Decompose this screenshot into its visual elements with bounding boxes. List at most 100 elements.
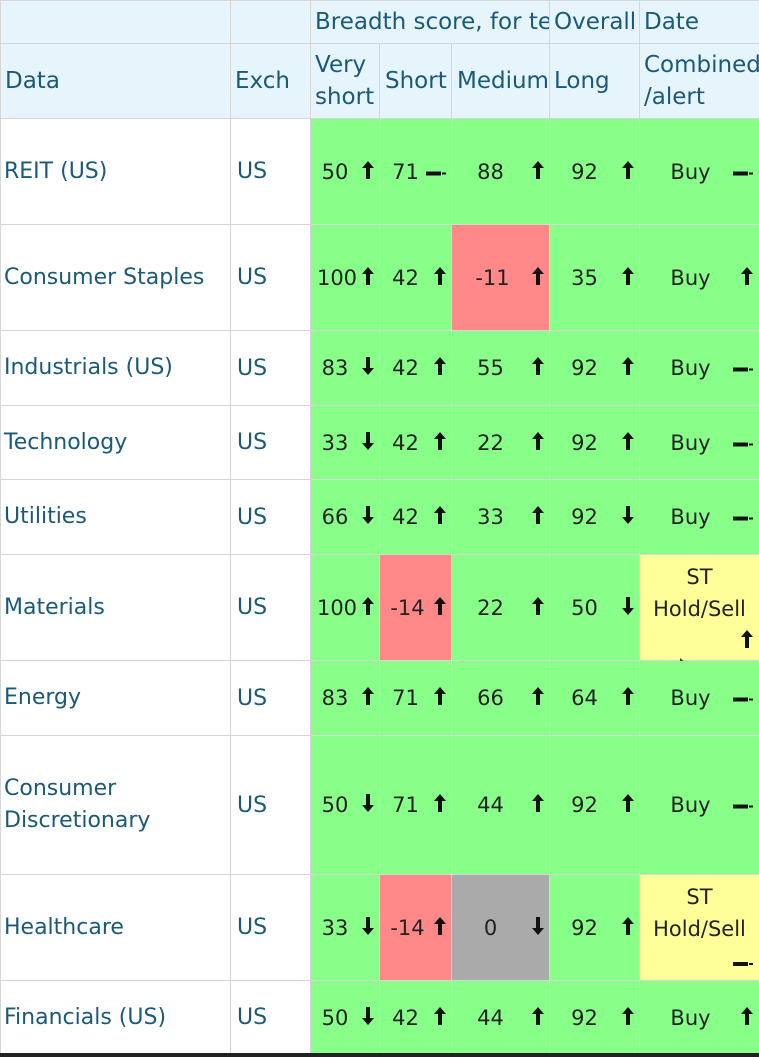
- cell-medium: 66: [451, 660, 550, 736]
- cell-medium: 88: [451, 118, 550, 225]
- header-date-group: Date: [639, 0, 759, 44]
- alert-text: Buy: [670, 356, 711, 380]
- alert-text-line: ST: [686, 565, 713, 589]
- cell-medium: 33: [451, 479, 550, 555]
- arrow-up-icon: [622, 1006, 634, 1029]
- arrow-up-icon: [741, 266, 753, 289]
- arrow-up-icon: [532, 794, 544, 816]
- row-name-line: Consumer: [4, 776, 117, 801]
- row-name: Industrials (US): [0, 330, 231, 406]
- cell-short: 71: [379, 735, 452, 875]
- arrow-up-icon: [622, 916, 634, 939]
- score-value: 92: [571, 356, 598, 380]
- col-very-short-header[interactable]: Very short: [310, 43, 380, 119]
- cell-short: 71: [379, 660, 452, 736]
- row-name: Consumer Staples: [0, 224, 231, 331]
- col-exch-header[interactable]: Exch: [230, 43, 311, 119]
- arrow-down-icon: [622, 506, 634, 528]
- row-name: Energy: [0, 660, 231, 736]
- cell-short: 42: [379, 224, 452, 331]
- table-row[interactable]: Industrials (US) US 83 42 55 92 Buy: [0, 330, 759, 406]
- table-row[interactable]: REIT (US) US 50 71 88 92 Buy: [0, 118, 759, 225]
- arrow-flat-icon: [733, 433, 753, 452]
- table-row[interactable]: Financials (US) US 50 42 44 92 Buy: [0, 980, 759, 1055]
- score-value: 88: [477, 159, 504, 184]
- row-name: Utilities: [0, 479, 231, 555]
- cell-combined-alert: Buy: [639, 660, 759, 736]
- header-overall-group: Overall: [549, 0, 640, 44]
- score-value: 22: [477, 595, 504, 620]
- cell-very-short: 50: [310, 980, 380, 1055]
- arrow-up-icon: [622, 794, 634, 816]
- score-value: 71: [392, 686, 419, 710]
- score-value: 92: [571, 915, 598, 940]
- table-row[interactable]: Consumer Staples US 100 42 -11 35 Buy: [0, 224, 759, 331]
- row-name: Technology: [0, 405, 231, 480]
- alert-text-line: Hold/Sell: [653, 917, 746, 941]
- arrow-up-icon: [362, 160, 374, 183]
- row-name-line: Discretionary: [4, 808, 151, 833]
- score-value: -11: [475, 265, 510, 290]
- score-value: 71: [392, 159, 419, 184]
- table-row[interactable]: Consumer Discretionary US 50 71 44 92 Buy: [0, 735, 759, 875]
- score-value: 92: [571, 1005, 598, 1030]
- arrow-flat-icon: [426, 162, 446, 181]
- col-data-header[interactable]: Data: [0, 43, 231, 119]
- table-row[interactable]: Healthcare US 33 -14 0 92 ST Hold/Sell: [0, 874, 759, 981]
- arrow-flat-icon: [733, 953, 753, 972]
- score-value: 92: [571, 430, 598, 455]
- arrow-flat-icon: [733, 162, 753, 181]
- row-exchange: US: [230, 224, 311, 331]
- arrow-up-icon: [434, 431, 446, 454]
- cell-long: 92: [549, 735, 640, 875]
- score-value: 44: [477, 793, 504, 817]
- cell-combined-alert: Buy: [639, 405, 759, 480]
- row-name: Financials (US): [0, 980, 231, 1055]
- arrow-up-icon: [532, 596, 544, 619]
- alert-text: ST Hold/Sell: [640, 561, 759, 625]
- col-long-header[interactable]: Long: [549, 43, 640, 119]
- table-row[interactable]: Utilities US 66 42 33 92 Buy: [0, 479, 759, 555]
- score-value: 71: [392, 793, 419, 817]
- arrow-up-icon: [532, 160, 544, 183]
- cell-very-short: 50: [310, 118, 380, 225]
- col-combined-header[interactable]: Combined /alert: [639, 43, 759, 119]
- cell-medium: 44: [451, 735, 550, 875]
- score-value: 100: [316, 595, 358, 620]
- score-value: 66: [477, 686, 504, 710]
- cell-long: 92: [549, 330, 640, 406]
- score-value: 42: [392, 430, 419, 455]
- arrow-up-icon: [434, 357, 446, 379]
- alert-text: Buy: [670, 265, 711, 290]
- score-value: -14: [390, 595, 425, 620]
- alert-text-line: ST: [686, 885, 713, 909]
- score-value: 22: [477, 430, 504, 455]
- cell-very-short: 66: [310, 479, 380, 555]
- score-value: 44: [477, 1005, 504, 1030]
- arrow-up-icon: [532, 266, 544, 289]
- cell-short: -14: [379, 874, 452, 981]
- cell-medium: -11: [451, 224, 550, 331]
- cell-combined-alert: Buy: [639, 224, 759, 331]
- score-value: 92: [571, 793, 598, 817]
- arrow-up-icon: [532, 1006, 544, 1029]
- cell-long: 92: [549, 980, 640, 1055]
- col-medium-header[interactable]: Medium: [451, 43, 550, 119]
- table-row[interactable]: Energy US 83 71 66 64 Buy: [0, 660, 759, 736]
- cell-long: 92: [549, 118, 640, 225]
- table-row[interactable]: Technology US 33 42 22 92 Buy: [0, 405, 759, 480]
- table-row[interactable]: Materials US 100 -14 22 50 ST Hold/Sell: [0, 554, 759, 675]
- cell-long: 64: [549, 660, 640, 736]
- score-value: 83: [321, 686, 349, 710]
- arrow-up-icon: [434, 506, 446, 528]
- col-short-header[interactable]: Short: [379, 43, 452, 119]
- bottom-border: [0, 1053, 759, 1057]
- header-breadth-group: Breadth score, for term: [310, 0, 550, 44]
- arrow-down-icon: [362, 506, 374, 528]
- arrow-up-icon: [532, 506, 544, 528]
- score-value: 35: [571, 265, 598, 290]
- cell-short: 71: [379, 118, 452, 225]
- arrow-up-icon: [532, 687, 544, 709]
- score-value: 55: [477, 356, 504, 380]
